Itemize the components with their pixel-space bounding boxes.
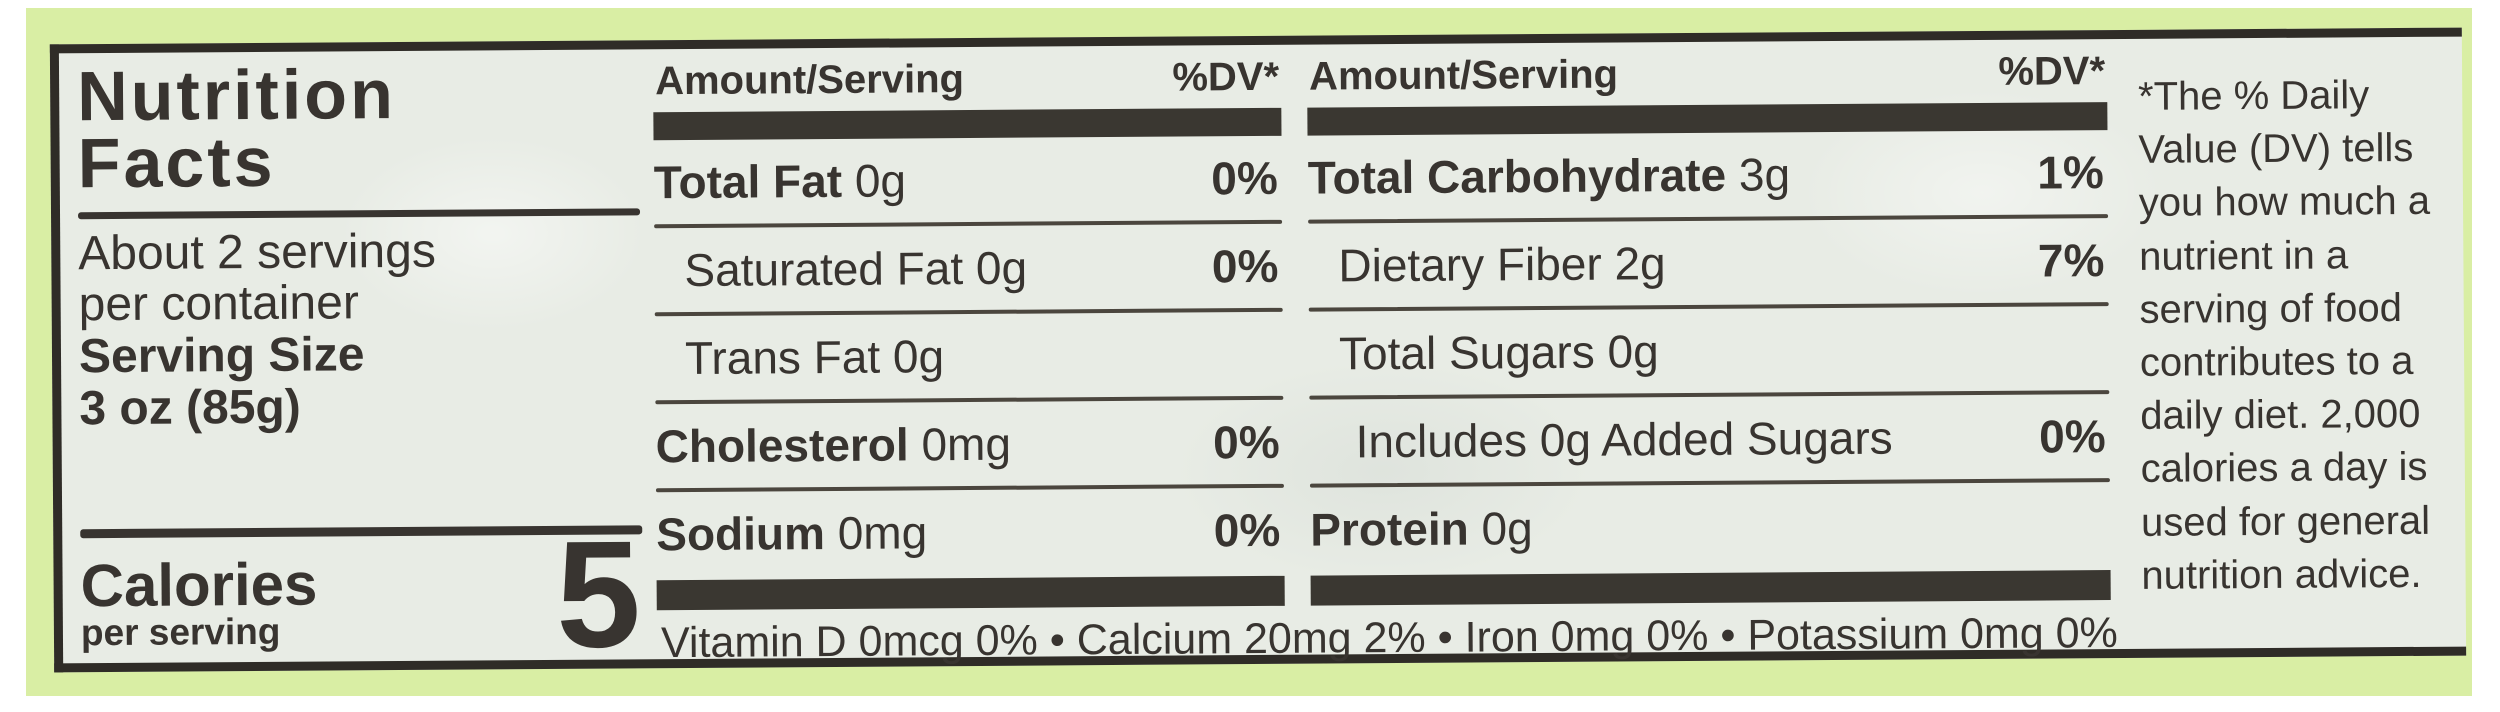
nutrition-facts-title: Nutrition Facts (76, 55, 640, 202)
nutrient-dv: 7% (2037, 234, 2105, 287)
nutrient-name: Includes 0g Added Sugars (1355, 411, 1893, 468)
nutrient-column-1: Amount/Serving %DV* Total Fat 0g 0% Satu… (653, 51, 1285, 611)
header-amount-serving: Amount/Serving (1308, 52, 1619, 99)
nutrition-label: Nutrition Facts About 2 servings per con… (49, 27, 2467, 680)
row-saturated-fat: Saturated Fat 0g 0% (654, 224, 1283, 312)
serving-size-value: 3 oz (85g) (79, 380, 301, 435)
micronutrients-line: Vitamin D 0mcg 0% • Calcium 20mg 2% • Ir… (660, 609, 2118, 668)
nutrient-name: Total Sugars 0g (1338, 325, 1659, 380)
calories-subtitle: per serving (80, 610, 281, 654)
row-trans-fat: Trans Fat 0g (655, 312, 1284, 400)
nutrient-name: Cholesterol 0mg (655, 417, 1012, 473)
daily-value-footnote: *The % Daily Value (DV) tells you how mu… (2137, 73, 2431, 598)
nutrient-table: Amount/Serving %DV* Total Fat 0g 0% Satu… (653, 45, 2118, 667)
nutrient-columns: Amount/Serving %DV* Total Fat 0g 0% Satu… (653, 45, 2118, 611)
serving-size-label: Serving Size (78, 327, 365, 383)
nutrient-dv: 0% (2038, 410, 2106, 463)
calories-text-block: Calories per serving (80, 550, 318, 654)
nutrient-name: Saturated Fat 0g (684, 241, 1028, 297)
servings-per-container: About 2 servings per container (78, 225, 641, 331)
header-amount-serving: Amount/Serving (654, 57, 965, 104)
header-percent-dv: %DV* (1998, 49, 2106, 94)
servings-line-1: About 2 servings (78, 224, 437, 281)
nutrient-dv: 0% (1213, 503, 1281, 557)
row-cholesterol: Cholesterol 0mg 0% (655, 400, 1284, 488)
servings-line-2: per container (78, 276, 360, 332)
section-bar (653, 107, 1282, 141)
row-protein: Protein 0g (1310, 482, 2111, 572)
column-2-header: Amount/Serving %DV* (1307, 45, 2107, 100)
divider (78, 208, 641, 220)
row-added-sugars: Includes 0g Added Sugars 0% (1309, 394, 2110, 484)
nutrient-name: Total Carbohydrate 3g (1307, 148, 1791, 204)
title-line-1: Nutrition (76, 55, 397, 136)
calories-section: Calories per serving 5 (80, 508, 640, 680)
calories-label: Calories (80, 550, 318, 620)
nutrient-dv: 0% (1211, 151, 1278, 205)
nutrient-column-2: Amount/Serving %DV* Total Carbohydrate 3… (1307, 45, 2111, 606)
header-percent-dv: %DV* (1172, 54, 1280, 100)
column-1-header: Amount/Serving %DV* (653, 51, 1281, 104)
nutrient-name: Total Fat 0g (653, 154, 907, 209)
row-dietary-fiber: Dietary Fiber 2g 7% (1308, 218, 2109, 308)
nutrient-name: Dietary Fiber 2g (1338, 237, 1666, 292)
row-sodium: Sodium 0mg 0% (656, 488, 1285, 576)
nutrient-dv: 0% (1212, 415, 1280, 469)
row-total-carbohydrate: Total Carbohydrate 3g 1% (1308, 130, 2109, 220)
row-total-sugars: Total Sugars 0g (1309, 306, 2110, 396)
nutrient-dv: 0% (1211, 239, 1279, 293)
title-line-2: Facts (77, 122, 276, 202)
calories-value: 5 (555, 508, 640, 680)
row-total-fat: Total Fat 0g 0% (654, 136, 1283, 224)
nutrient-name: Sodium 0mg (656, 506, 928, 561)
nutrient-name: Trans Fat 0g (684, 330, 945, 384)
section-bar (656, 575, 1285, 611)
nutrient-dv: 1% (2037, 146, 2104, 199)
left-panel: Nutrition Facts About 2 servings per con… (76, 55, 643, 680)
nutrient-name: Protein 0g (1310, 502, 1533, 556)
